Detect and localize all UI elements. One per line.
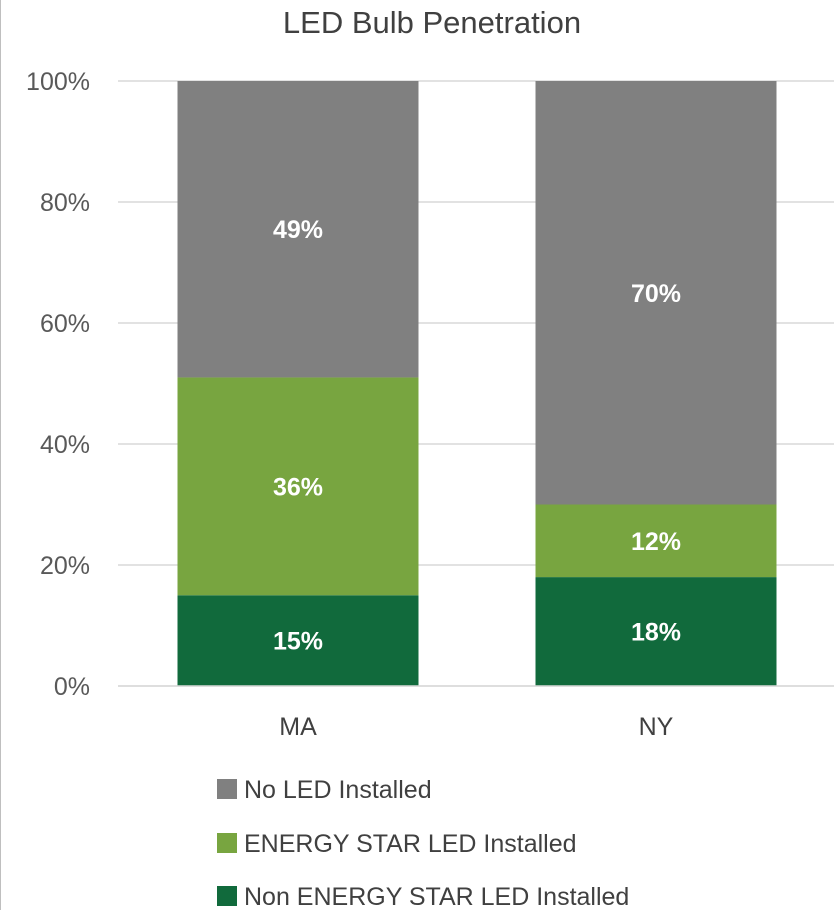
legend-label: Non ENERGY STAR LED Installed xyxy=(244,883,629,910)
data-label: 70% xyxy=(631,280,681,308)
y-tick-label: 80% xyxy=(40,189,90,217)
data-label: 15% xyxy=(273,628,323,656)
legend-label: No LED Installed xyxy=(244,776,432,804)
data-label: 49% xyxy=(273,216,323,244)
bar-segment xyxy=(535,577,777,686)
data-label: 18% xyxy=(631,619,681,647)
bar-segment xyxy=(535,81,777,505)
x-axis: MA NY xyxy=(118,685,834,741)
bar-segment xyxy=(535,504,777,578)
data-labels: 15% 36% 49% 18% 12% 70% xyxy=(273,216,681,655)
y-tick-label: 0% xyxy=(54,673,90,701)
bars xyxy=(177,81,777,686)
y-axis: 0% 20% 40% 60% 80% 100% xyxy=(26,68,90,701)
y-tick-label: 60% xyxy=(40,310,90,338)
chart-title: LED Bulb Penetration xyxy=(283,5,581,40)
legend-swatch xyxy=(217,833,237,853)
bar-segment xyxy=(177,595,419,686)
legend: No LED Installed ENERGY STAR LED Installe… xyxy=(217,776,629,910)
data-label: 36% xyxy=(273,473,323,501)
data-label: 12% xyxy=(631,528,681,556)
bar-segment xyxy=(177,81,419,378)
y-tick-label: 20% xyxy=(40,552,90,580)
legend-swatch xyxy=(217,779,237,799)
y-tick-label: 100% xyxy=(26,68,90,96)
bar-segment xyxy=(177,377,419,596)
x-tick-label: MA xyxy=(279,713,317,741)
legend-swatch xyxy=(217,886,237,906)
y-tick-label: 40% xyxy=(40,431,90,459)
legend-label: ENERGY STAR LED Installed xyxy=(244,830,577,858)
x-tick-label: NY xyxy=(639,713,674,741)
